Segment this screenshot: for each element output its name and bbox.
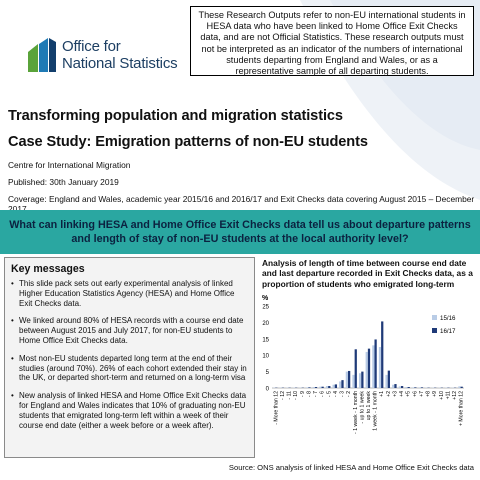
- x-tick-label: - 7: [313, 391, 319, 397]
- x-tick-label: +6: [412, 391, 418, 397]
- bar-16-17: [361, 371, 364, 388]
- x-tick-label: +3: [392, 391, 398, 397]
- bar-15-16: [378, 347, 382, 388]
- chart-title: Analysis of length of time between cours…: [262, 258, 473, 289]
- y-tick-label: 0: [266, 387, 270, 393]
- x-tick-label: - 11: [287, 391, 293, 400]
- legend-swatch: [432, 315, 437, 320]
- bar-15-16: [306, 387, 309, 388]
- logo-line1: Office for: [62, 38, 121, 55]
- bar-16-17: [334, 384, 338, 388]
- bar-15-16: [312, 387, 315, 388]
- published-text: Published: 30th January 2019: [8, 177, 119, 187]
- x-tick-label: - 6: [320, 391, 326, 397]
- ons-logo-icon: [28, 38, 56, 72]
- bar-15-16: [392, 384, 395, 388]
- x-tick-label: +7: [419, 391, 425, 397]
- x-tick-label: - More than 12: [273, 391, 279, 425]
- x-tick-label: - 12: [280, 391, 286, 400]
- x-tick-label: - 1 week - 1 month: [353, 391, 359, 434]
- bar-15-16: [405, 387, 408, 388]
- bar-16-17: [308, 387, 311, 388]
- key-messages-list: This slide pack sets out early experimen…: [11, 279, 248, 430]
- bar-15-16: [365, 351, 368, 388]
- x-tick-label: + More than 12: [459, 391, 465, 426]
- x-tick-label: - 10: [293, 391, 299, 400]
- source-note: Source: ONS analysis of linked HESA and …: [228, 463, 474, 472]
- bar-15-16: [352, 374, 355, 388]
- bar-15-16: [325, 386, 329, 388]
- x-tick-label: +10: [439, 391, 445, 400]
- legend-label: 15/16: [440, 315, 456, 322]
- bar-15-16: [339, 381, 342, 388]
- y-tick-label: 15: [262, 337, 269, 343]
- page-subtitle: Case Study: Emigration patterns of non-E…: [8, 134, 368, 150]
- bar-15-16: [372, 345, 375, 388]
- x-tick-label: +9: [432, 391, 438, 397]
- bar-16-17: [394, 384, 397, 388]
- x-tick-label: +5: [406, 391, 412, 397]
- bar-16-17: [341, 380, 344, 388]
- y-axis-label: %: [262, 295, 269, 302]
- logo-line2: National Statistics: [62, 55, 178, 72]
- bar-16-17: [348, 370, 351, 388]
- page-title: Transforming population and migration st…: [8, 108, 343, 124]
- key-message-item: New analysis of linked HESA and Home Off…: [11, 391, 248, 430]
- x-tick-label: +1: [379, 391, 385, 397]
- y-tick-label: 10: [262, 354, 269, 360]
- key-messages-heading: Key messages: [11, 263, 85, 275]
- x-tick-label: - 8: [306, 391, 312, 397]
- bar-15-16: [385, 374, 388, 388]
- bar-15-16: [358, 373, 362, 388]
- bar-15-16: [332, 384, 335, 388]
- bar-15-16: [319, 386, 322, 388]
- x-tick-label: - 2: [346, 391, 352, 397]
- disclaimer-box: These Research Outputs refer to non-EU i…: [190, 6, 474, 76]
- bar-15-16: [398, 386, 401, 388]
- bar-16-17: [314, 387, 318, 388]
- bar-16-17: [381, 321, 384, 388]
- y-tick-label: 5: [266, 370, 270, 376]
- x-tick-label: - 3: [340, 391, 346, 397]
- bar-16-17: [354, 349, 357, 388]
- bar-16-17: [321, 386, 324, 388]
- legend-swatch: [432, 328, 437, 333]
- y-tick-label: 25: [262, 305, 269, 311]
- bar-16-17: [400, 386, 404, 388]
- x-tick-label: 1 week - 1 month: [373, 391, 379, 431]
- bar-16-17: [460, 386, 463, 388]
- bar-16-17: [414, 387, 417, 388]
- x-tick-label: +4: [399, 391, 405, 397]
- x-tick-label: - 5: [326, 391, 332, 397]
- bar-16-17: [420, 387, 424, 388]
- departure-chart: % 0 5 10 15 20 25 - More than 12- 12- 11- 10- 9…: [262, 295, 465, 434]
- key-message-item: This slide pack sets out early experimen…: [11, 279, 248, 308]
- key-message-item: We linked around 80% of HESA records wit…: [11, 316, 248, 345]
- question-banner: What can linking HESA and Home Office Ex…: [0, 210, 480, 254]
- x-tick-label: +8: [426, 391, 432, 397]
- x-tick-label: +2: [386, 391, 392, 397]
- x-tick-label: - 4: [333, 391, 339, 397]
- bar-15-16: [345, 371, 349, 388]
- bar-16-17: [387, 370, 390, 388]
- coverage-text: Coverage: England and Wales, academic ye…: [8, 194, 475, 214]
- bar-16-17: [407, 387, 410, 388]
- ons-logo: Office for National Statistics: [28, 38, 178, 72]
- x-tick-label: +11: [445, 391, 451, 400]
- bar-15-16: [458, 386, 461, 388]
- centre-text: Centre for International Migration: [8, 160, 131, 170]
- x-tick-label: +12: [452, 391, 458, 400]
- bar-16-17: [374, 339, 377, 388]
- key-message-item: Most non-EU students departed long term …: [11, 354, 248, 383]
- legend-label: 16/17: [440, 328, 456, 335]
- bar-15-16: [411, 387, 415, 388]
- bar-16-17: [328, 386, 331, 388]
- bar-15-16: [418, 387, 421, 388]
- bar-16-17: [367, 348, 371, 388]
- x-tick-label: - up to 1 week: [359, 391, 365, 424]
- y-tick-label: 20: [262, 321, 269, 327]
- x-tick-label: up to 1 week: [366, 391, 372, 421]
- x-tick-label: - 9: [300, 391, 306, 397]
- key-messages-box: Key messages This slide pack sets out ea…: [4, 257, 255, 458]
